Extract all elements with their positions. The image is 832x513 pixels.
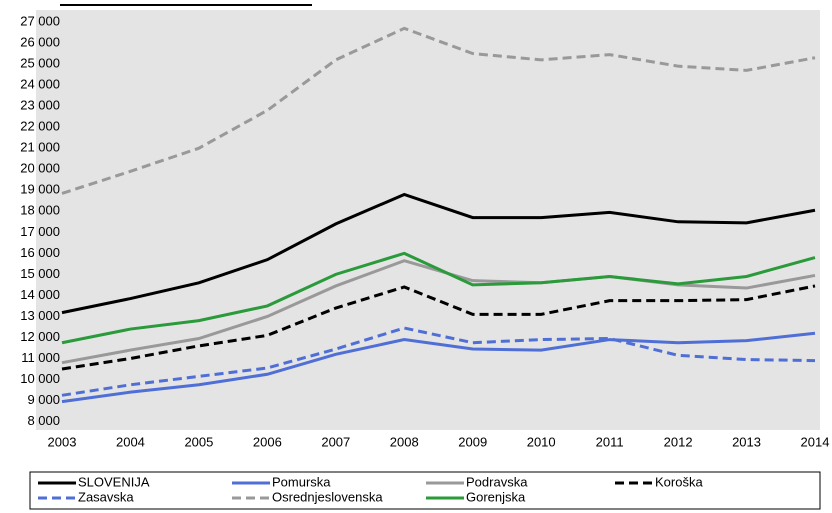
x-tick-label: 2007 xyxy=(321,434,350,449)
series-line xyxy=(61,192,816,315)
y-tick-label: 27 000 xyxy=(20,13,60,28)
x-tick-label: 2012 xyxy=(664,434,693,449)
y-tick-label: 16 000 xyxy=(20,245,60,260)
y-tick-label: 11 000 xyxy=(21,350,60,365)
y-tick-label: 9 000 xyxy=(27,392,60,407)
series-line xyxy=(61,331,816,404)
x-tick-label: 2008 xyxy=(390,434,419,449)
x-tick-label: 2013 xyxy=(732,434,761,449)
y-tick-label: 13 000 xyxy=(20,308,60,323)
y-tick-label: 26 000 xyxy=(20,34,60,49)
y-tick-label: 22 000 xyxy=(20,119,60,134)
legend-label: SLOVENIJA xyxy=(78,474,150,489)
series-line xyxy=(61,26,816,195)
legend-label: Gorenjska xyxy=(466,489,526,504)
legend-label: Pomurska xyxy=(272,474,331,489)
x-tick-label: 2014 xyxy=(801,434,830,449)
y-tick-label: 25 000 xyxy=(20,56,60,71)
y-tick-label: 21 000 xyxy=(20,140,60,155)
y-tick-label: 23 000 xyxy=(20,98,60,113)
x-tick-label: 2005 xyxy=(184,434,213,449)
x-tick-label: 2006 xyxy=(253,434,282,449)
series-line xyxy=(61,251,816,345)
legend-box xyxy=(29,471,821,510)
series-line xyxy=(61,284,816,371)
y-tick-label: 15 000 xyxy=(20,266,60,281)
legend-label: Koroška xyxy=(655,474,703,489)
x-tick-label: 2011 xyxy=(596,434,624,449)
y-tick-label: 18 000 xyxy=(20,203,60,218)
x-tick-label: 2010 xyxy=(527,434,556,449)
y-tick-label: 20 000 xyxy=(20,161,60,176)
x-tick-label: 2009 xyxy=(458,434,487,449)
y-tick-label: 12 000 xyxy=(20,329,60,344)
series-line xyxy=(61,326,816,397)
y-tick-label: 10 000 xyxy=(20,371,60,386)
legend-label: Zasavska xyxy=(78,489,134,504)
y-tick-label: 8 000 xyxy=(27,413,60,428)
plot-area xyxy=(36,10,820,430)
y-tick-label: 24 000 xyxy=(20,77,60,92)
y-tick-label: 19 000 xyxy=(20,182,60,197)
legend-label: Podravska xyxy=(466,474,528,489)
x-tick-label: 2003 xyxy=(48,434,77,449)
legend-label: Osrednjeslovenska xyxy=(272,489,383,504)
y-tick-label: 17 000 xyxy=(20,224,60,239)
y-tick-label: 14 000 xyxy=(20,287,60,302)
x-tick-label: 2004 xyxy=(116,434,145,449)
